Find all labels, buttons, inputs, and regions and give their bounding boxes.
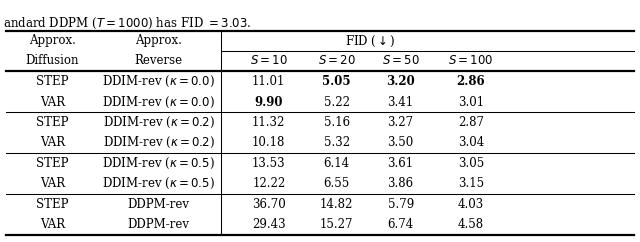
Text: 29.43: 29.43 <box>252 218 285 231</box>
Text: Reverse: Reverse <box>134 53 183 67</box>
Text: 2.86: 2.86 <box>457 75 485 88</box>
Text: VAR: VAR <box>40 136 65 149</box>
Text: 15.27: 15.27 <box>320 218 353 231</box>
Text: STEP: STEP <box>36 116 68 129</box>
Text: VAR: VAR <box>40 96 65 108</box>
Text: FID ($\downarrow$): FID ($\downarrow$) <box>344 34 396 49</box>
Text: 3.50: 3.50 <box>387 136 414 149</box>
Text: VAR: VAR <box>40 177 65 190</box>
Text: STEP: STEP <box>36 75 68 88</box>
Text: 3.61: 3.61 <box>388 157 413 170</box>
Text: DDIM-rev ($\kappa = 0.5$): DDIM-rev ($\kappa = 0.5$) <box>102 156 215 171</box>
Text: 13.53: 13.53 <box>252 157 285 170</box>
Text: 5.16: 5.16 <box>324 116 349 129</box>
Text: DDIM-rev ($\kappa = 0.0$): DDIM-rev ($\kappa = 0.0$) <box>102 74 215 89</box>
Text: $S = 50$: $S = 50$ <box>381 53 420 67</box>
Text: STEP: STEP <box>36 198 68 211</box>
Text: 11.32: 11.32 <box>252 116 285 129</box>
Text: 6.55: 6.55 <box>323 177 350 190</box>
Text: DDPM-rev: DDPM-rev <box>128 198 189 211</box>
Text: DDIM-rev ($\kappa = 0.5$): DDIM-rev ($\kappa = 0.5$) <box>102 176 215 191</box>
Text: 6.14: 6.14 <box>324 157 349 170</box>
Text: 3.86: 3.86 <box>388 177 413 190</box>
Text: 5.32: 5.32 <box>324 136 349 149</box>
Text: DDIM-rev ($\kappa = 0.2$): DDIM-rev ($\kappa = 0.2$) <box>102 115 215 130</box>
Text: $S = 100$: $S = 100$ <box>448 53 494 67</box>
Text: 3.41: 3.41 <box>388 96 413 108</box>
Text: 3.27: 3.27 <box>388 116 413 129</box>
Text: 3.05: 3.05 <box>458 157 484 170</box>
Text: Approx.: Approx. <box>135 34 182 47</box>
Text: 5.22: 5.22 <box>324 96 349 108</box>
Text: Approx.: Approx. <box>29 34 76 47</box>
Text: 10.18: 10.18 <box>252 136 285 149</box>
Text: andard DDPM ($T = 1000$) has FID $= 3.03$.: andard DDPM ($T = 1000$) has FID $= 3.03… <box>3 16 252 31</box>
Text: 14.82: 14.82 <box>320 198 353 211</box>
Text: DDIM-rev ($\kappa = 0.0$): DDIM-rev ($\kappa = 0.0$) <box>102 94 215 110</box>
Text: 3.04: 3.04 <box>458 136 484 149</box>
Text: 3.01: 3.01 <box>458 96 484 108</box>
Text: DDPM-rev: DDPM-rev <box>128 218 189 231</box>
Text: VAR: VAR <box>40 218 65 231</box>
Text: 9.90: 9.90 <box>255 96 283 108</box>
Text: 36.70: 36.70 <box>252 198 285 211</box>
Text: $S = 10$: $S = 10$ <box>250 53 288 67</box>
Text: 5.05: 5.05 <box>323 75 351 88</box>
Text: STEP: STEP <box>36 157 68 170</box>
Text: 12.22: 12.22 <box>252 177 285 190</box>
Text: 3.15: 3.15 <box>458 177 484 190</box>
Text: 6.74: 6.74 <box>387 218 414 231</box>
Text: DDIM-rev ($\kappa = 0.2$): DDIM-rev ($\kappa = 0.2$) <box>102 135 215 150</box>
Text: 11.01: 11.01 <box>252 75 285 88</box>
Text: 4.03: 4.03 <box>458 198 484 211</box>
Text: $S = 20$: $S = 20$ <box>317 53 356 67</box>
Text: 3.20: 3.20 <box>387 75 415 88</box>
Text: Diffusion: Diffusion <box>26 53 79 67</box>
Text: 2.87: 2.87 <box>458 116 484 129</box>
Text: 5.79: 5.79 <box>387 198 414 211</box>
Text: 4.58: 4.58 <box>458 218 484 231</box>
